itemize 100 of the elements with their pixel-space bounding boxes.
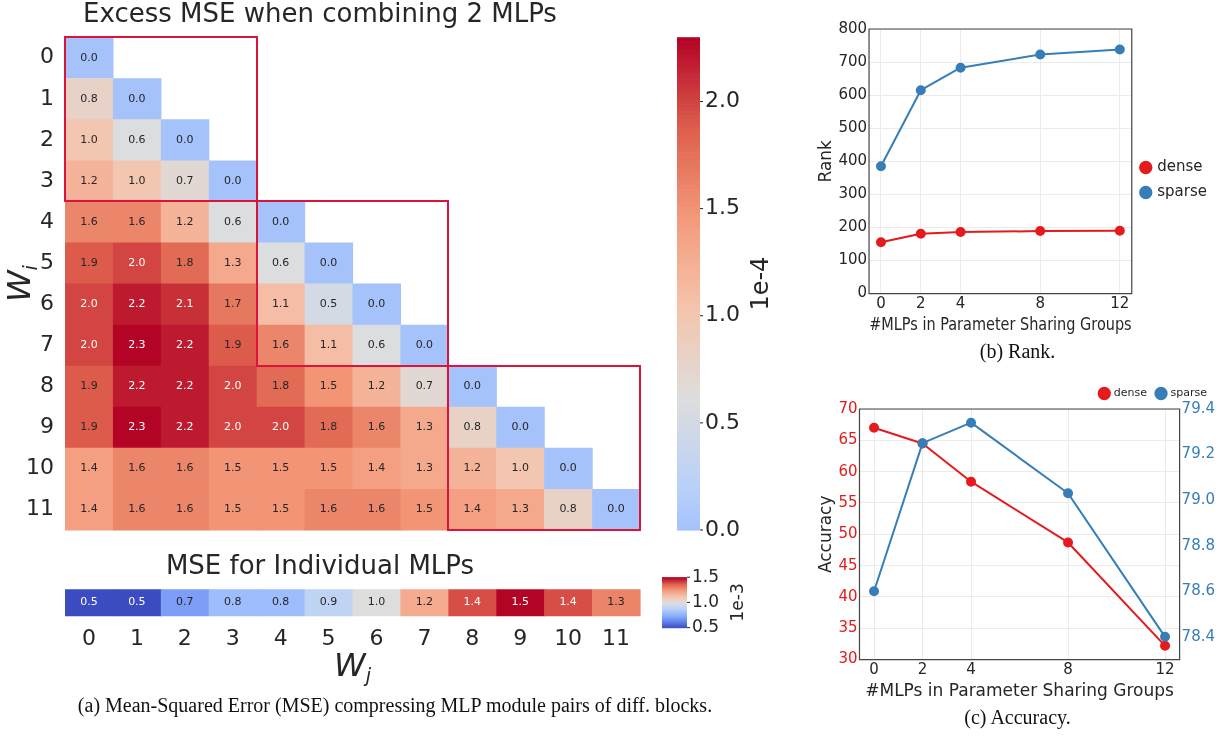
x-tick-label: 4: [273, 624, 288, 650]
y-tick-label: 1: [40, 84, 54, 110]
data-label: 0.0: [80, 50, 98, 64]
data-label: 0.7: [176, 173, 194, 187]
data-label: 1.4: [367, 461, 386, 475]
data-label: 1.5: [271, 502, 290, 516]
x-tick-label: 3: [225, 624, 240, 650]
text: (a) Mean-Squared Error (MSE) compressing MLP module pairs of diff. blocks.: [76, 694, 714, 717]
data-label: 0.8: [80, 91, 98, 105]
x-tick-label: 10: [554, 624, 583, 650]
data-label: 1.5: [319, 461, 338, 475]
data-label: 1.8: [319, 420, 338, 434]
data-label: 1.2: [176, 214, 194, 228]
data-label: 1.2: [415, 595, 434, 609]
data-label: 0.0: [511, 420, 529, 434]
data-label: 1.9: [80, 379, 98, 393]
data-label: 1.9: [80, 420, 98, 434]
color-bar-label: 2.0: [705, 87, 740, 113]
color-bar-label: 0.5: [705, 408, 740, 434]
y-tick-label: 40: [838, 586, 858, 605]
color-bar-label: 0.5: [692, 616, 720, 637]
data-label: 2.0: [80, 296, 98, 310]
x-tick-label: 12: [1110, 294, 1130, 313]
x-tick-label: 2: [917, 660, 928, 679]
data-label: 1.2: [463, 461, 482, 475]
x-tick-label: 7: [417, 624, 432, 650]
data-label: 2.0: [271, 420, 290, 434]
data-label: 0.6: [128, 132, 146, 146]
data-label: 0.0: [176, 132, 194, 146]
data-label: 1.0: [367, 595, 386, 609]
data-label: 1.3: [607, 595, 625, 609]
data-label: 2.1: [176, 296, 194, 310]
y-tick-label: 300: [838, 184, 868, 203]
x-tick-label: 11: [602, 624, 631, 650]
color-bar-label: 0.0: [705, 515, 740, 541]
x-tick-label: 5: [321, 624, 336, 650]
text: (b) Rank.: [978, 340, 1057, 363]
y-axis-title: Wi: [0, 264, 42, 303]
data-label: 1.5: [271, 461, 290, 475]
data-label: 1.9: [223, 338, 242, 352]
data-label: 0.5: [319, 296, 338, 310]
data-label: 2.2: [176, 420, 194, 434]
color-bar-label: 1.5: [705, 194, 740, 220]
x-tick-label: 8: [1035, 294, 1045, 313]
y-tick-label: 8: [40, 371, 54, 397]
x-tick-label: 9: [513, 624, 528, 650]
data-label: 1.5: [511, 595, 529, 609]
data-label: 1.3: [511, 502, 529, 516]
x-tick-label: 4: [966, 660, 976, 679]
y-tick-label: 50: [838, 524, 858, 543]
data-label: 0.0: [415, 338, 434, 352]
y-tick-label: 800: [838, 18, 868, 37]
data-label: 0.0: [223, 173, 242, 187]
x-tick-label: 12: [1155, 660, 1175, 679]
data-label: 0.8: [463, 420, 482, 434]
y2-tick-label: 79.2: [1181, 444, 1216, 463]
data-label: 1.6: [271, 338, 290, 352]
chart-title: MSE for Individual MLPs: [165, 550, 475, 581]
data-label: 0.7: [415, 379, 434, 393]
x-tick-label: 6: [369, 624, 384, 650]
data-label: 0.6: [223, 214, 242, 228]
data-label: 2.3: [128, 420, 146, 434]
data-label: 1.9: [80, 255, 98, 269]
data-label: 1.6: [176, 502, 194, 516]
y-tick-label: 3: [40, 166, 54, 192]
data-label: 0.0: [128, 91, 146, 105]
data-label: 1.2: [80, 173, 98, 187]
y-tick-label: 55: [838, 492, 858, 511]
data-label: 1.6: [128, 502, 146, 516]
data-label: 1.8: [271, 379, 290, 393]
y-tick-label: 65: [838, 430, 858, 449]
color-bar-label: 1.5: [692, 565, 720, 586]
data-label: 0.0: [271, 214, 290, 228]
data-label: 2.0: [80, 338, 98, 352]
y2-tick-label: 79.0: [1181, 490, 1216, 509]
y-tick-label: 2: [40, 125, 54, 151]
data-label: 1.4: [80, 502, 98, 516]
x-tick-label: 4: [955, 294, 966, 313]
data-label: 1.5: [223, 461, 242, 475]
y-tick-label: 600: [838, 85, 868, 104]
data-label: 0.0: [367, 296, 386, 310]
y2-tick-label: 78.6: [1181, 581, 1216, 600]
data-label: 2.2: [128, 379, 146, 393]
data-label: 2.0: [223, 379, 242, 393]
y-tick-label: 5: [40, 248, 54, 274]
data-label: 2.0: [223, 420, 242, 434]
color-bar-title: 1e-3: [727, 583, 748, 622]
data-label: 1.6: [367, 502, 386, 516]
data-label: 0.8: [271, 595, 290, 609]
y-tick-label: 4: [40, 207, 54, 233]
data-label: 1.2: [367, 379, 386, 393]
data-label: 0.8: [559, 502, 577, 516]
y-tick-label: 45: [838, 555, 858, 574]
data-label: 1.1: [271, 296, 290, 310]
color-bar-title: 1e-4: [746, 256, 775, 311]
data-label: 1.7: [223, 296, 242, 310]
y-axis-title: Accuracy: [814, 495, 835, 574]
data-label: 1.4: [463, 502, 482, 516]
x-tick-label: 1: [129, 624, 144, 650]
text: (c) Accuracy.: [963, 706, 1072, 729]
